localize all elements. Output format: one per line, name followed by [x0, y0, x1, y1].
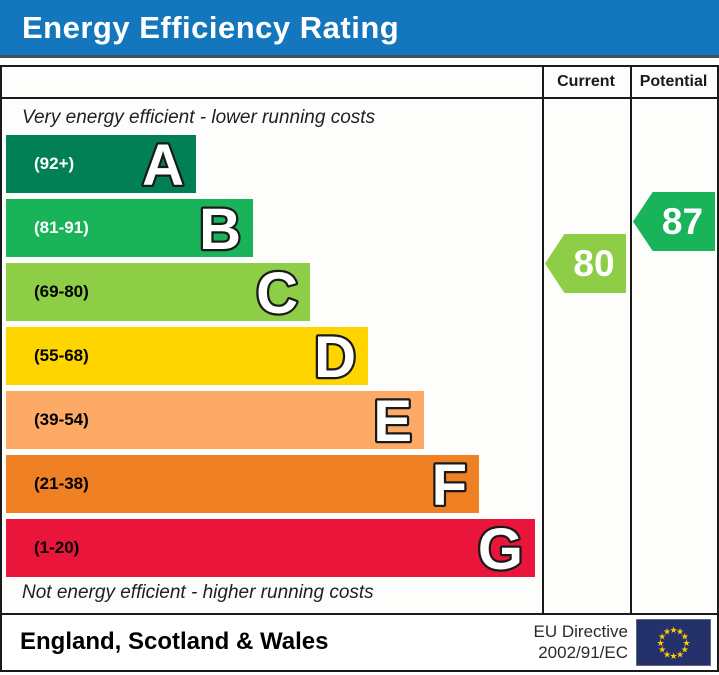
svg-text:★: ★ — [656, 639, 664, 649]
rating-table: Current Potential Very energy efficient … — [0, 65, 719, 615]
eu-directive-line2: 2002/91/EC — [538, 643, 628, 662]
potential-rating-arrow: 87 — [633, 192, 715, 251]
current-rating-arrow: 80 — [545, 234, 626, 293]
band-f: (21-38) F — [6, 455, 479, 513]
band-f-range: (21-38) — [34, 474, 89, 493]
svg-text:★: ★ — [663, 628, 671, 638]
band-d-range: (55-68) — [34, 346, 89, 365]
current-rating-value: 80 — [573, 242, 615, 284]
band-a: (92+) A — [6, 135, 196, 193]
svg-text:★: ★ — [681, 646, 689, 656]
footer: England, Scotland & Wales EU Directive 2… — [0, 615, 719, 672]
svg-text:B: B — [199, 199, 241, 257]
band-g-range: (1-20) — [34, 538, 80, 557]
svg-text:★: ★ — [681, 633, 689, 643]
svg-text:F: F — [432, 455, 467, 513]
band-e-letter: E — [371, 391, 414, 449]
band-e: (39-54) E — [6, 391, 424, 449]
svg-text:D: D — [314, 327, 356, 385]
band-b: (81-91) B — [6, 199, 253, 257]
eu-directive-line1: EU Directive — [533, 622, 628, 641]
band-g: (1-20) G — [6, 519, 535, 577]
column-header-potential: Potential — [639, 73, 708, 90]
bottom-note: Not energy efficient - higher running co… — [22, 582, 374, 603]
title-bar: Energy Efficiency Rating — [0, 0, 719, 58]
band-g-letter: G — [476, 519, 525, 577]
column-header-current: Current — [557, 73, 615, 90]
band-c-range: (69-80) — [34, 282, 89, 301]
band-b-range: (81-91) — [34, 218, 89, 237]
band-a-range: (92+) — [34, 154, 75, 173]
svg-text:★: ★ — [669, 626, 677, 636]
svg-text:★: ★ — [669, 652, 677, 662]
page-title: Energy Efficiency Rating — [22, 9, 400, 45]
band-a-letter: A — [140, 135, 186, 193]
band-d: (55-68) D — [6, 327, 368, 385]
current-column-divider — [542, 67, 544, 613]
band-b-letter: B — [197, 199, 243, 257]
header-divider — [2, 97, 717, 99]
svg-text:G: G — [478, 519, 523, 577]
svg-text:★: ★ — [658, 646, 666, 656]
svg-text:★: ★ — [658, 633, 666, 643]
svg-text:★: ★ — [682, 639, 690, 649]
band-c: (69-80) C — [6, 263, 310, 321]
svg-text:★: ★ — [676, 650, 684, 660]
svg-text:E: E — [373, 391, 412, 449]
eu-flag-icon: ★ ★ ★ ★ ★ ★ ★ ★ ★ ★ ★ ★ — [636, 619, 711, 666]
band-c-letter: C — [254, 263, 300, 321]
potential-rating-value: 87 — [661, 200, 704, 242]
band-e-range: (39-54) — [34, 410, 89, 429]
region-label: England, Scotland & Wales — [20, 628, 329, 655]
potential-column-divider — [630, 67, 632, 613]
eu-directive-label: EU Directive 2002/91/EC — [534, 621, 628, 663]
svg-text:★: ★ — [676, 628, 684, 638]
top-note: Very energy efficient - lower running co… — [22, 107, 376, 128]
svg-text:★: ★ — [663, 650, 671, 660]
band-d-letter: D — [312, 327, 358, 385]
band-f-letter: F — [429, 455, 469, 513]
svg-text:C: C — [256, 263, 298, 321]
svg-text:A: A — [142, 135, 184, 193]
